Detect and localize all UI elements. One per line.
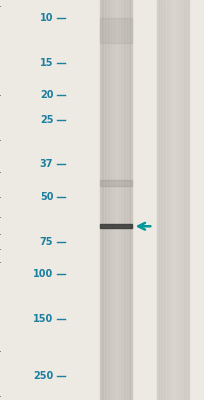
Text: 37: 37 [40, 158, 53, 168]
Bar [169, 0, 171, 400]
Bar [177, 0, 179, 400]
Bar [174, 0, 175, 400]
Bar [104, 0, 106, 400]
Bar [157, 0, 158, 400]
Bar [163, 0, 164, 400]
Bar [158, 0, 160, 400]
Bar [172, 0, 174, 400]
Bar [157, 0, 188, 400]
Bar [120, 0, 122, 400]
Bar [111, 0, 112, 400]
Bar [117, 0, 118, 400]
Text: 15: 15 [40, 58, 53, 68]
Text: 50: 50 [40, 192, 53, 202]
Bar [99, 18, 131, 43]
Bar [175, 0, 177, 400]
Text: 20: 20 [40, 90, 53, 100]
Bar [99, 180, 131, 186]
Bar [115, 0, 117, 400]
Bar [179, 0, 180, 400]
Bar [130, 0, 131, 400]
Text: 25: 25 [40, 115, 53, 125]
Bar [171, 0, 172, 400]
Bar [109, 0, 111, 400]
Bar [103, 0, 104, 400]
Bar [182, 0, 183, 400]
Bar [99, 0, 101, 400]
Bar [114, 0, 115, 400]
Bar [107, 0, 109, 400]
Bar [168, 0, 169, 400]
Bar [164, 0, 166, 400]
Bar [126, 0, 128, 400]
Bar [185, 0, 187, 400]
Bar [160, 0, 161, 400]
Bar [183, 0, 185, 400]
Bar [122, 0, 123, 400]
Bar [166, 0, 168, 400]
Bar [106, 0, 107, 400]
Bar [187, 0, 188, 400]
Bar [101, 0, 103, 400]
Bar [180, 0, 182, 400]
Bar [99, 0, 131, 400]
Text: 75: 75 [40, 237, 53, 247]
Text: 250: 250 [33, 371, 53, 381]
Bar [128, 0, 130, 400]
Bar [112, 0, 114, 400]
Bar [123, 0, 125, 400]
Text: 10: 10 [40, 13, 53, 23]
Bar [118, 0, 120, 400]
Bar [161, 0, 163, 400]
Bar [125, 0, 126, 400]
Text: 100: 100 [33, 269, 53, 279]
Bar [99, 224, 131, 228]
Text: 150: 150 [33, 314, 53, 324]
